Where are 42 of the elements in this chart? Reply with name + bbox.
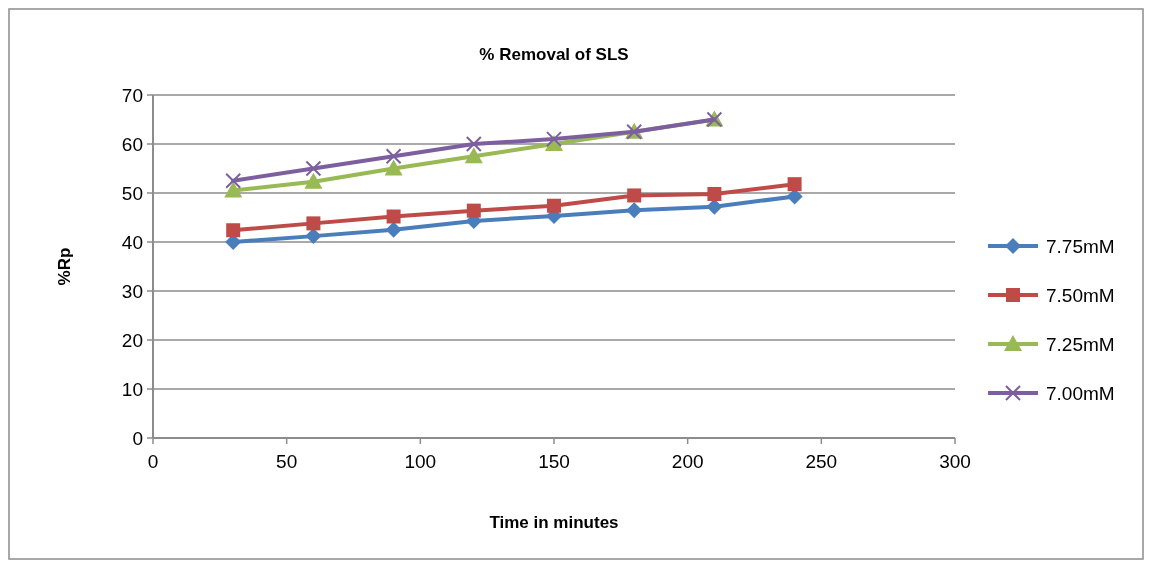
y-tick-label: 70 (121, 84, 143, 106)
legend-label: 7.00mM (1046, 382, 1115, 404)
x-tick-label: 50 (276, 451, 298, 472)
point (384, 159, 403, 176)
legend-label: 7.25mM (1046, 333, 1115, 355)
point (787, 177, 802, 192)
point (547, 198, 561, 213)
point (627, 188, 642, 203)
y-tick-label: 10 (121, 378, 143, 400)
point (226, 223, 241, 238)
x-tick-label: 100 (404, 451, 437, 472)
y-axis-title: %Rp (55, 247, 74, 286)
point (225, 172, 242, 189)
y-tick-label: 20 (121, 329, 143, 351)
point (465, 136, 482, 152)
point (224, 181, 243, 198)
point (466, 203, 481, 218)
x-tick-label: 150 (538, 451, 570, 472)
chart-title: % Removal of SLS (479, 45, 629, 64)
y-tick-label: 30 (121, 280, 143, 302)
x-tick-label: 300 (939, 451, 971, 472)
x-tick-label: 250 (805, 451, 838, 472)
x-axis-title: Time in minutes (489, 513, 619, 532)
point (464, 147, 483, 164)
point (546, 131, 562, 148)
point (305, 228, 322, 245)
point (386, 209, 401, 224)
y-tick-label: 0 (132, 427, 143, 449)
x-tick-label: 0 (147, 451, 159, 472)
point (304, 172, 323, 189)
point (385, 148, 402, 165)
point (306, 216, 321, 231)
point (385, 221, 402, 238)
legend-label: 7.50mM (1046, 284, 1115, 306)
legend-label: 7.75mM (1046, 235, 1115, 257)
x-tick-label: 200 (671, 451, 704, 472)
point (626, 202, 643, 219)
point (305, 160, 322, 177)
y-tick-label: 40 (121, 231, 143, 253)
y-tick-label: 60 (121, 133, 143, 155)
point (707, 186, 722, 201)
y-tick-label: 50 (121, 182, 143, 204)
